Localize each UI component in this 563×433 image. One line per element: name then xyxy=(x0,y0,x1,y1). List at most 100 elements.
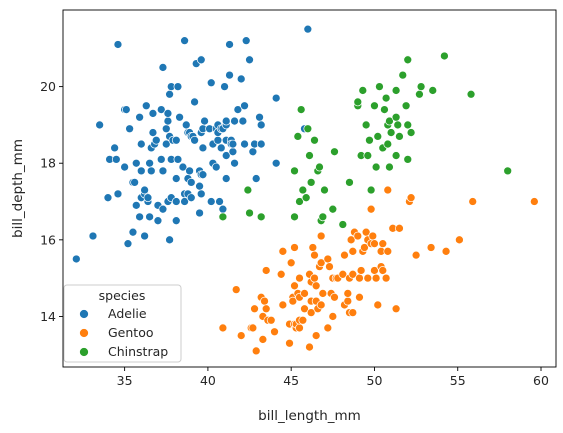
data-point xyxy=(215,197,224,206)
x-tick-label: 60 xyxy=(533,373,549,388)
data-point xyxy=(441,246,451,256)
data-point xyxy=(221,116,231,126)
data-point xyxy=(278,246,288,256)
data-point xyxy=(395,223,404,233)
data-point xyxy=(158,204,168,214)
data-point xyxy=(365,135,374,145)
y-tick-label: 18 xyxy=(40,156,56,171)
data-point xyxy=(218,212,228,222)
data-point xyxy=(256,120,266,130)
data-point xyxy=(131,201,141,210)
data-point xyxy=(348,308,358,317)
data-point xyxy=(123,239,133,249)
data-point xyxy=(256,212,266,222)
data-point xyxy=(213,135,223,145)
plot-frame xyxy=(62,9,557,368)
data-point xyxy=(296,105,306,114)
data-point xyxy=(316,300,326,310)
data-point xyxy=(103,193,113,203)
data-point xyxy=(125,124,134,134)
data-point xyxy=(148,128,158,137)
data-point xyxy=(231,285,241,294)
data-point xyxy=(151,135,161,145)
data-point xyxy=(248,323,258,333)
data-point xyxy=(366,204,376,214)
data-point xyxy=(120,162,129,172)
data-point xyxy=(225,70,234,80)
data-point xyxy=(330,147,339,157)
legend-box xyxy=(63,284,182,363)
data-point xyxy=(355,292,364,302)
legend-label: Gentoo xyxy=(108,325,154,340)
data-point xyxy=(318,289,328,298)
data-point xyxy=(371,162,381,172)
data-point xyxy=(385,116,394,126)
legend-marker xyxy=(79,328,89,338)
data-point xyxy=(375,82,384,91)
data-point xyxy=(251,174,261,183)
legend-entries: Adelie Gentoo Chinstrap xyxy=(79,306,168,359)
data-point xyxy=(303,24,313,34)
data-point xyxy=(113,40,123,49)
data-point xyxy=(135,112,144,122)
data-point xyxy=(71,254,81,264)
data-point xyxy=(298,315,308,325)
data-point xyxy=(300,289,309,298)
data-point xyxy=(306,308,316,317)
data-point xyxy=(165,235,174,245)
data-point xyxy=(251,346,261,356)
legend-label: Adelie xyxy=(108,306,147,321)
data-point xyxy=(403,55,413,65)
data-point xyxy=(348,269,358,279)
data-point xyxy=(260,296,269,306)
data-point xyxy=(240,139,249,149)
data-point xyxy=(305,151,314,160)
x-tick-label: 45 xyxy=(283,373,299,388)
data-point xyxy=(383,185,393,195)
data-point xyxy=(158,63,168,72)
data-point xyxy=(305,342,314,352)
data-point xyxy=(529,197,539,206)
x-tick-label: 50 xyxy=(367,373,383,388)
data-point xyxy=(338,269,348,279)
data-point xyxy=(503,166,513,176)
data-point xyxy=(340,250,349,260)
data-point xyxy=(316,258,326,268)
data-point xyxy=(261,304,271,314)
data-point xyxy=(343,289,353,298)
data-point xyxy=(325,262,334,271)
data-point xyxy=(381,273,391,283)
legend-label: Chinstrap xyxy=(108,344,168,359)
data-point xyxy=(391,304,401,314)
x-axis-ticks: 35 40 45 50 55 60 xyxy=(117,367,549,388)
data-point xyxy=(243,185,253,195)
data-point xyxy=(245,55,254,65)
legend-title: species xyxy=(99,288,146,303)
data-point xyxy=(248,147,258,157)
data-point xyxy=(381,93,391,103)
data-point xyxy=(290,243,299,252)
data-point xyxy=(300,304,309,314)
y-tick-label: 16 xyxy=(40,232,56,247)
data-point xyxy=(200,116,209,126)
data-point xyxy=(343,296,353,306)
data-point xyxy=(395,132,404,141)
data-point xyxy=(240,101,249,111)
data-point xyxy=(348,246,358,256)
data-point xyxy=(368,231,378,241)
data-point xyxy=(310,250,319,260)
data-point xyxy=(190,97,199,107)
data-point xyxy=(391,112,401,122)
data-point xyxy=(285,338,294,348)
data-point xyxy=(415,89,424,99)
data-point xyxy=(148,109,158,118)
data-point xyxy=(136,166,146,176)
data-point xyxy=(143,193,153,203)
data-point xyxy=(173,155,183,164)
data-point xyxy=(278,300,288,310)
data-point xyxy=(426,243,436,252)
data-point xyxy=(403,120,413,130)
data-point xyxy=(206,197,216,206)
data-point xyxy=(180,197,189,206)
data-point xyxy=(363,151,373,160)
